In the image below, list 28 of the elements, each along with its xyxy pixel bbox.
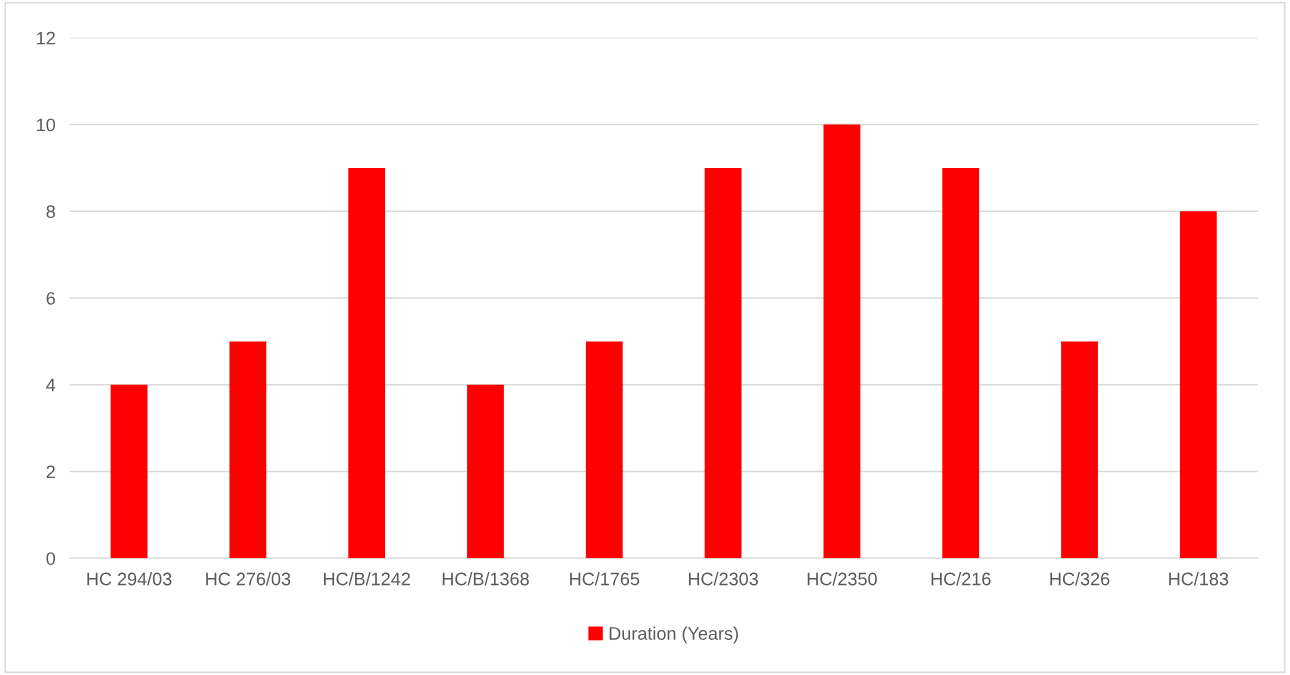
y-tick-label: 2 <box>46 465 55 479</box>
y-tick-label: 8 <box>46 205 55 218</box>
bar <box>110 384 148 559</box>
x-tick-label: HC/183 <box>1169 572 1229 586</box>
bar <box>823 124 861 559</box>
x-tick-label: HC 294/03 <box>87 572 172 586</box>
bar <box>348 167 386 559</box>
x-tick-label: HC 276/03 <box>206 572 291 586</box>
bar <box>229 341 267 559</box>
y-tick-label: 10 <box>37 118 56 132</box>
legend-label: Duration (Years) <box>609 626 738 644</box>
y-tick-label: 4 <box>46 378 56 392</box>
x-tick-label: HC/2303 <box>688 572 758 586</box>
bar <box>942 167 980 559</box>
bar <box>704 167 742 559</box>
y-tick-label: 12 <box>37 31 55 45</box>
y-tick-label: 0 <box>46 552 56 565</box>
x-tick-label: HC/326 <box>1050 572 1110 586</box>
x-tick-label: HC/1765 <box>570 572 640 586</box>
x-tick-label: HC/216 <box>931 572 991 586</box>
bar <box>585 341 623 559</box>
bar <box>1061 341 1098 559</box>
x-tick-label: HC/2350 <box>807 572 877 586</box>
x-tick-label: HC/B/1242 <box>324 572 410 586</box>
bar <box>1179 211 1217 559</box>
y-tick-label: 6 <box>46 291 55 305</box>
bar <box>467 384 504 559</box>
x-tick-label: HC/B/1368 <box>442 572 529 586</box>
